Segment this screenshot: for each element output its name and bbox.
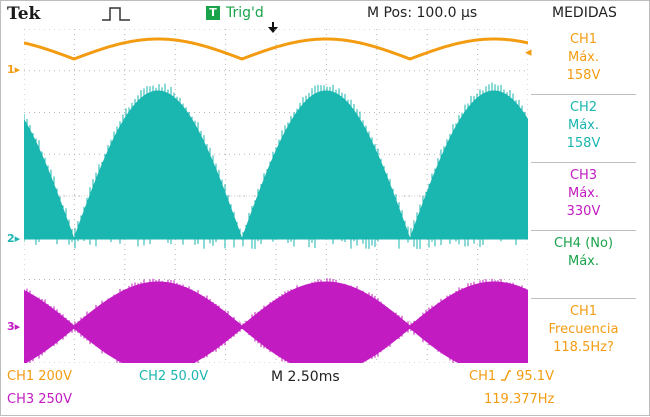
trigger-source: CH1 (469, 369, 497, 384)
ch2-ground-marker[interactable]: 2▸ (7, 232, 21, 245)
rising-slope-icon (501, 370, 512, 381)
measurements-title: MEDIDAS (552, 5, 617, 21)
pulse-icon (102, 7, 130, 21)
trigger-position-icon (268, 22, 278, 33)
measurement-ch3-max[interactable]: CH3 Máx. 330V (531, 163, 636, 231)
timebase[interactable]: M 2.50ms (271, 369, 340, 385)
measurement-source: CH4 (No) (553, 236, 614, 251)
measurement-source: CH3 (569, 168, 598, 183)
ch1-waveform (24, 37, 528, 61)
measurement-value: 330V (566, 204, 601, 219)
ch1-scale[interactable]: CH1 200V (7, 369, 72, 384)
trigger-badge: T (206, 6, 220, 20)
measurement-type: Máx. (567, 186, 599, 201)
ch1-marker-label: 1 (7, 63, 15, 76)
measurement-type: Frecuencia (548, 322, 619, 337)
trigger-frequency: 119.377Hz (484, 392, 555, 407)
trigger-info[interactable]: CH1 95.1V (469, 369, 554, 384)
measurement-source: CH1 (569, 304, 598, 319)
brand-logo: Tek (7, 4, 41, 24)
measurement-ch2-max[interactable]: CH2 Máx. 158V (531, 95, 636, 163)
measurement-source: CH2 (569, 100, 598, 115)
measurement-type: Máx. (567, 50, 599, 65)
waveform-noise (24, 82, 526, 363)
ch3-scale[interactable]: CH3 250V (7, 392, 72, 407)
measurement-value: 158V (566, 136, 601, 151)
measurement-ch4-max[interactable]: CH4 (No) Máx. (531, 231, 636, 299)
trigger-status: Trig'd (226, 5, 264, 21)
ch3-marker-label: 3 (7, 320, 15, 333)
measurement-ch1-max[interactable]: CH1 Máx. 158V (531, 27, 636, 95)
ch3-ground-marker[interactable]: 3▸ (7, 320, 21, 333)
waveform-display[interactable] (24, 29, 528, 363)
waveform-graticule (24, 29, 528, 363)
ch2-marker-label: 2 (7, 232, 15, 245)
trigger-level: 95.1V (516, 369, 554, 384)
measurement-type: Máx. (567, 118, 599, 133)
horizontal-position: M Pos: 100.0 µs (367, 5, 478, 21)
measurement-value: 158V (566, 68, 601, 83)
status-bar: Tek T Trig'd M Pos: 100.0 µs MEDIDAS (1, 1, 650, 33)
ch1-ground-marker[interactable]: 1▸ (7, 63, 21, 76)
ch2-waveform (24, 90, 528, 241)
ch2-scale[interactable]: CH2 50.0V (139, 369, 209, 384)
measurement-source: CH1 (569, 32, 598, 47)
trigger-level-arrow-icon: ◂ (525, 45, 532, 60)
measurement-value: 118.5Hz? (553, 340, 614, 355)
measurement-ch1-frequency[interactable]: CH1 Frecuencia 118.5Hz? (531, 299, 636, 367)
measurement-type: Máx. (567, 254, 599, 269)
channel-status-bar: CH1 200V CH2 50.0V M 2.50ms CH1 95.1V CH3… (1, 365, 650, 417)
